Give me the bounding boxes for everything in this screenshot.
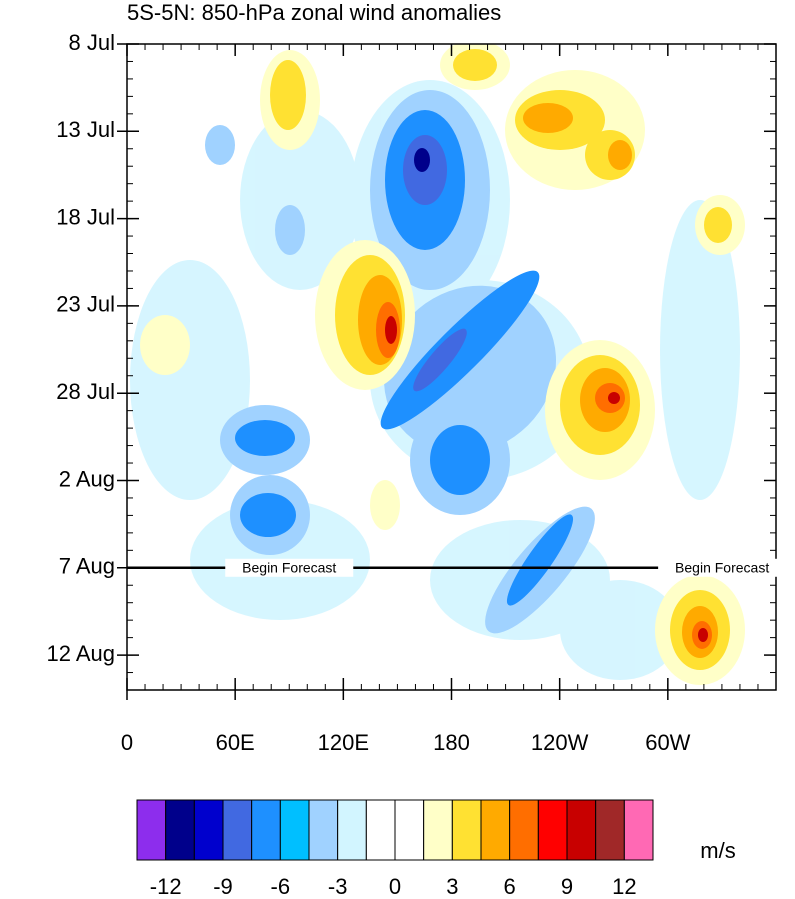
colorbar-units: m/s [700, 838, 735, 863]
y-tick-label: 23 Jul [56, 292, 115, 317]
y-tick-label: 13 Jul [56, 117, 115, 142]
colorbar-label: 3 [446, 874, 458, 899]
colorbar-box [136, 799, 167, 861]
colorbar-box [365, 799, 396, 861]
y-tick-label: 2 Aug [59, 466, 115, 491]
contour-field [130, 44, 745, 685]
colorbar-box [337, 799, 367, 861]
colorbar-box [451, 799, 482, 861]
annotation-bg [658, 558, 787, 577]
colorbar-label: -12 [150, 874, 182, 899]
x-tick-label: 120E [318, 730, 369, 755]
colorbar-box [308, 799, 339, 861]
colorbar-label: 6 [504, 874, 516, 899]
colorbar-label: -3 [328, 874, 348, 899]
colorbar-box [480, 799, 511, 861]
y-tick-label: 8 Jul [69, 30, 115, 55]
colorbar-box [623, 799, 654, 861]
x-tick-label: 0 [121, 730, 133, 755]
y-tick-label: 12 Aug [46, 641, 115, 666]
chart-title: 5S-5N: 850-hPa zonal wind anomalies [127, 0, 501, 25]
annotation-bg [225, 558, 354, 577]
colorbar-box [537, 799, 568, 861]
colorbar-label: 9 [561, 874, 573, 899]
colorbar-box [165, 799, 195, 861]
x-tick-label: 60W [645, 730, 690, 755]
colorbar-box [423, 799, 453, 861]
colorbar-box [279, 799, 310, 861]
colorbar-label: -9 [213, 874, 233, 899]
colorbar-box [251, 799, 281, 861]
colorbar-box [222, 799, 253, 861]
y-tick-label: 18 Jul [56, 204, 115, 229]
colorbar-label: -6 [271, 874, 291, 899]
x-tick-label: 180 [433, 730, 470, 755]
colorbar-label: 12 [612, 874, 636, 899]
annotation: Begin Forecast [675, 559, 769, 575]
colorbar-box [193, 799, 224, 861]
colorbar-box [509, 799, 539, 861]
x-tick-label: 60E [216, 730, 255, 755]
y-tick-label: 28 Jul [56, 379, 115, 404]
colorbar-label: 0 [389, 874, 401, 899]
colorbar-box [394, 799, 425, 861]
x-tick-label: 120W [531, 730, 589, 755]
colorbar-box [595, 799, 625, 861]
colorbar-box [566, 799, 597, 861]
y-tick-label: 7 Aug [59, 554, 115, 579]
annotation: Begin Forecast [242, 559, 336, 575]
